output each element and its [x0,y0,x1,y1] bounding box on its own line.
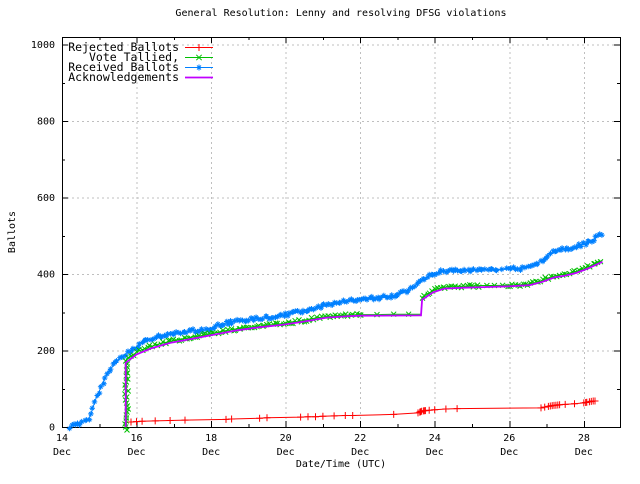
y-tick-label: 200 [37,346,55,357]
legend-marker-star-icon [196,64,202,71]
y-tick-label: 1000 [31,40,55,51]
x-tick-sublabel: Dec [128,447,146,458]
series-line-received-ballots [69,232,603,428]
series-acknowledgements [124,260,603,427]
plot-border [62,37,621,428]
series-markers-rejected-ballots [127,397,599,426]
legend-label: Vote Tallied, [89,50,179,64]
x-tick-label: 16 [131,433,143,444]
grid-lines [62,37,620,427]
legend-row-3: Acknowledgements [68,70,213,84]
x-tick-label: 18 [205,433,217,444]
x-tick-sublabel: Dec [53,447,71,458]
x-tick-label: 26 [503,433,515,444]
y-tick-label: 600 [37,193,55,204]
x-tick-sublabel: Dec [575,447,593,458]
chart-title: General Resolution: Lenny and resolving … [175,8,506,19]
series-line-rejected-ballots [130,400,595,423]
x-tick-sublabel: Dec [277,447,295,458]
legend-label: Rejected Ballots [68,40,179,54]
x-tick-label: 24 [429,433,441,444]
series-line-acknowledgements [124,260,603,427]
x-tick-label: 14 [56,433,68,444]
x-tick-label: 22 [354,433,366,444]
x-tick-sublabel: Dec [426,447,444,458]
legend-row-0: Rejected Ballots [68,40,213,54]
legend-label: Acknowledgements [68,70,179,84]
series-markers-received-ballots [66,231,605,432]
legend-row-1: Vote Tallied, [89,50,213,64]
legend-label: Received Ballots [68,60,179,74]
legend-marker-plus-icon [195,44,203,51]
x-tick-sublabel: Dec [500,447,518,458]
x-tick-label: 20 [280,433,292,444]
y-axis-title: Ballots [7,211,18,253]
x-axis-title: Date/Time (UTC) [296,459,386,470]
legend-row-2: Received Ballots [68,60,213,74]
y-tick-label: 0 [49,423,55,434]
x-tick-label: 28 [578,433,590,444]
y-tick-label: 800 [37,117,55,128]
x-tick-sublabel: Dec [202,447,220,458]
axis-labels: 14 Dec 16 Dec 18 Dec 20 Dec 22 Dec 24 Dec 26 Dec 28 Dec… [7,8,593,470]
legend-marker-cross-icon [195,54,203,61]
y-tick-label: 400 [37,270,55,281]
axis-ticks [62,37,620,428]
series-rejected-ballots [127,397,599,426]
x-tick-sublabel: Dec [351,447,369,458]
series-received-ballots [66,231,605,432]
